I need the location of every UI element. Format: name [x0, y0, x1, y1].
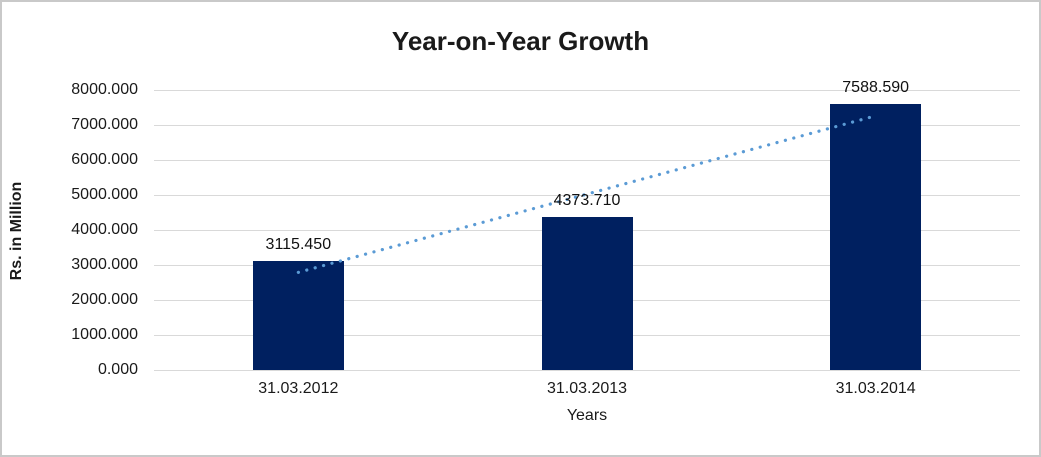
data-label: 4373.710	[553, 191, 621, 209]
y-tick-label: 1000.000	[71, 326, 138, 343]
y-tick-label: 8000.000	[71, 81, 138, 98]
plot-area: 3115.450 4373.710 7588.590	[154, 79, 1020, 371]
data-label: 7588.590	[842, 79, 910, 97]
y-tick-label: 6000.000	[71, 151, 138, 168]
y-tick-label: 4000.000	[71, 221, 138, 238]
x-tick-label: 31.03.2012	[258, 380, 339, 397]
chart-title: Year-on-Year Growth	[391, 26, 650, 56]
bar	[541, 216, 633, 370]
gridline	[154, 89, 1020, 91]
gridline	[154, 124, 1020, 126]
data-label: 3115.450	[265, 235, 332, 253]
y-tick-label: 3000.000	[71, 256, 138, 273]
bar	[252, 260, 344, 370]
x-tick-label: 31.03.2013	[546, 380, 628, 397]
y-tick-label: 2000.000	[71, 291, 138, 308]
y-tick-label: 5000.000	[71, 186, 138, 203]
x-tick-label: 31.03.2014	[835, 380, 916, 397]
trendline-layer	[296, 114, 878, 274]
y-tick-label: 0.000	[97, 361, 138, 378]
gridline	[154, 159, 1020, 161]
bar	[830, 104, 922, 370]
y-tick-label: 7000.000	[71, 116, 138, 133]
gridline	[154, 369, 1020, 371]
gridline	[154, 194, 1020, 196]
x-axis-title: Years	[566, 407, 608, 424]
